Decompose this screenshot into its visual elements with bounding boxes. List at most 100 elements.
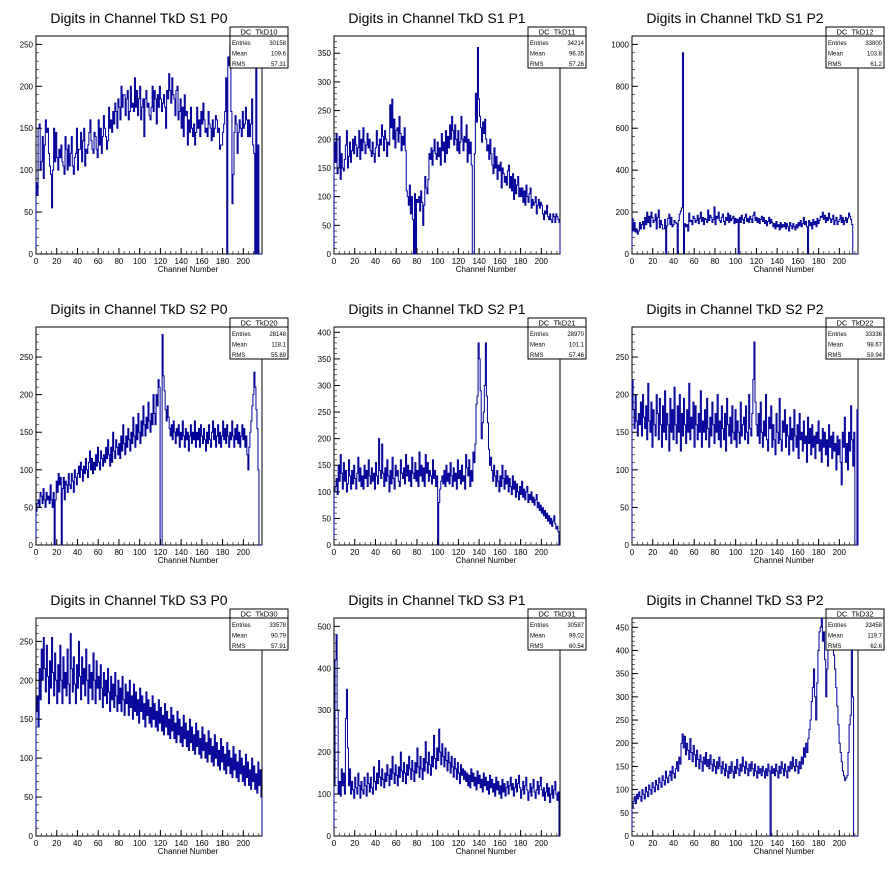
plot-frame xyxy=(35,326,263,546)
x-tick-label: 40 xyxy=(73,839,82,848)
y-tick-label: 300 xyxy=(616,693,630,702)
stats-box xyxy=(825,317,885,360)
stats-name: DC_TkD30 xyxy=(240,610,277,619)
stats-label: Mean xyxy=(232,343,247,349)
stats-label: RMS xyxy=(828,644,841,650)
x-tick-label: 100 xyxy=(133,548,147,557)
stats-value: 33800 xyxy=(865,41,882,47)
x-tick-label: 40 xyxy=(371,548,380,557)
stats-value: 57.91 xyxy=(271,644,287,650)
stats-box xyxy=(229,608,289,651)
y-tick-label: 0 xyxy=(29,250,34,259)
x-tick-label: 20 xyxy=(350,548,359,557)
x-tick-label: 180 xyxy=(812,548,826,557)
stats-label: Mean xyxy=(828,634,843,640)
y-tick-label: 250 xyxy=(318,408,332,417)
x-tick-label: 0 xyxy=(332,257,337,266)
x-tick-label: 0 xyxy=(630,257,635,266)
stats-value: 33458 xyxy=(865,623,882,629)
x-tick-label: 100 xyxy=(431,839,445,848)
stats-box xyxy=(229,26,289,69)
chart-panel-2: Digits in Channel TkD S1 P2 0 20 40 60 80 100 1… xyxy=(611,10,885,274)
y-tick-label: 100 xyxy=(318,790,332,799)
stats-label: Entries xyxy=(530,623,549,629)
x-tick-label: 20 xyxy=(52,839,61,848)
stats-label: RMS xyxy=(232,644,245,650)
chart-panel-0: Digits in Channel TkD S1 P0 0 20 40 60 80 100 1… xyxy=(20,10,289,274)
y-tick-label: 450 xyxy=(616,623,630,632)
x-tick-label: 0 xyxy=(34,548,39,557)
stats-label: Entries xyxy=(828,623,847,629)
y-tick-label: 150 xyxy=(20,715,34,724)
x-tick-label: 100 xyxy=(133,257,147,266)
y-tick-label: 50 xyxy=(24,793,33,802)
x-tick-label: 0 xyxy=(34,257,39,266)
x-tick-label: 160 xyxy=(195,257,209,266)
chart-title: Digits in Channel TkD S3 P1 xyxy=(348,592,525,608)
stats-value: 103.8 xyxy=(867,52,883,58)
x-tick-label: 200 xyxy=(237,839,251,848)
x-tick-label: 40 xyxy=(371,839,380,848)
x-tick-label: 100 xyxy=(729,257,743,266)
x-tick-label: 140 xyxy=(472,548,486,557)
y-tick-label: 150 xyxy=(20,428,34,437)
stats-value: 28970 xyxy=(567,332,584,338)
x-tick-label: 60 xyxy=(690,548,699,557)
y-tick-label: 150 xyxy=(616,428,630,437)
y-tick-label: 200 xyxy=(20,676,34,685)
stats-value: 57.26 xyxy=(569,62,585,68)
x-tick-label: 60 xyxy=(690,839,699,848)
stats-label: Entries xyxy=(828,41,847,47)
y-tick-label: 100 xyxy=(616,466,630,475)
x-tick-label: 140 xyxy=(472,839,486,848)
y-tick-label: 200 xyxy=(20,391,34,400)
x-tick-label: 200 xyxy=(535,839,549,848)
stats-label: Mean xyxy=(828,52,843,58)
x-tick-label: 0 xyxy=(332,548,337,557)
x-axis-label: Channel Number xyxy=(754,847,815,856)
x-tick-label: 40 xyxy=(73,548,82,557)
stats-label: RMS xyxy=(828,62,841,68)
y-tick-label: 50 xyxy=(24,503,33,512)
x-tick-label: 160 xyxy=(493,548,507,557)
x-tick-label: 20 xyxy=(648,839,657,848)
stats-value: 101.1 xyxy=(569,343,585,349)
y-tick-label: 250 xyxy=(318,107,332,116)
y-tick-label: 300 xyxy=(318,78,332,87)
y-tick-label: 100 xyxy=(20,754,34,763)
x-tick-label: 0 xyxy=(630,548,635,557)
x-tick-label: 120 xyxy=(452,839,466,848)
x-tick-label: 100 xyxy=(729,548,743,557)
stats-label: Entries xyxy=(232,41,251,47)
stats-value: 33336 xyxy=(865,332,882,338)
stats-value: 59.94 xyxy=(867,353,883,359)
y-tick-label: 50 xyxy=(322,514,331,523)
x-tick-label: 200 xyxy=(833,839,847,848)
stats-label: RMS xyxy=(530,62,543,68)
stats-value: 119.7 xyxy=(867,634,882,640)
y-tick-label: 350 xyxy=(318,49,332,58)
x-tick-label: 140 xyxy=(770,839,784,848)
x-axis-label: Channel Number xyxy=(158,847,219,856)
x-tick-label: 120 xyxy=(750,839,764,848)
chart-panel-1: Digits in Channel TkD S1 P1 0 20 40 60 80 100 1… xyxy=(318,10,587,274)
stats-value: 30158 xyxy=(269,41,286,47)
y-tick-label: 50 xyxy=(620,503,629,512)
x-tick-label: 200 xyxy=(535,257,549,266)
chart-panel-8: Digits in Channel TkD S3 P2 0 20 40 60 80 100 1… xyxy=(616,592,885,856)
y-tick-label: 250 xyxy=(20,637,34,646)
chart-title: Digits in Channel TkD S3 P2 xyxy=(646,592,823,608)
x-tick-label: 80 xyxy=(114,548,123,557)
y-tick-label: 200 xyxy=(318,435,332,444)
chart-title: Digits in Channel TkD S1 P2 xyxy=(646,10,823,26)
y-tick-label: 0 xyxy=(625,832,630,841)
x-tick-label: 140 xyxy=(174,548,188,557)
stats-value: 60.54 xyxy=(569,644,585,650)
y-tick-label: 200 xyxy=(616,391,630,400)
x-tick-label: 120 xyxy=(452,257,466,266)
y-tick-label: 100 xyxy=(20,166,34,175)
chart-panel-4: Digits in Channel TkD S2 P1 0 20 40 60 80 100 1… xyxy=(318,301,587,565)
x-tick-label: 80 xyxy=(412,548,421,557)
histogram-series xyxy=(35,334,262,546)
